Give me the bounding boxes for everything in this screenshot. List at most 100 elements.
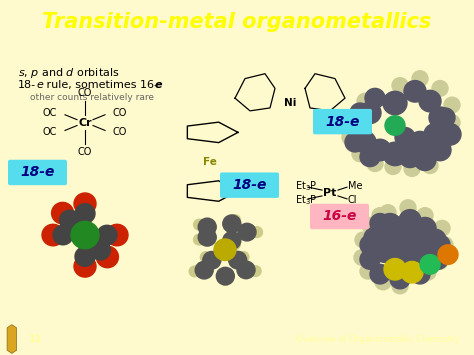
Circle shape <box>354 250 370 265</box>
Circle shape <box>429 139 451 161</box>
Circle shape <box>364 227 386 249</box>
Text: CO: CO <box>113 108 127 118</box>
Circle shape <box>360 263 376 279</box>
Circle shape <box>434 220 450 236</box>
Circle shape <box>404 251 426 272</box>
Circle shape <box>354 131 376 153</box>
Text: $\mathrm{Et_3P}$: $\mathrm{Et_3P}$ <box>295 179 318 193</box>
Circle shape <box>193 234 205 245</box>
Circle shape <box>365 88 385 108</box>
Text: Transition-metal organometallics: Transition-metal organometallics <box>42 12 432 32</box>
Circle shape <box>385 116 405 135</box>
Circle shape <box>238 223 256 241</box>
Circle shape <box>252 227 263 237</box>
Circle shape <box>412 71 428 86</box>
Circle shape <box>349 117 371 138</box>
Circle shape <box>75 204 95 223</box>
Circle shape <box>420 255 440 274</box>
Circle shape <box>203 251 221 269</box>
Circle shape <box>238 252 249 262</box>
Circle shape <box>438 245 458 264</box>
Circle shape <box>193 219 205 230</box>
Circle shape <box>388 248 412 271</box>
Circle shape <box>195 261 213 279</box>
Circle shape <box>424 229 446 251</box>
Circle shape <box>229 215 240 225</box>
Circle shape <box>439 124 461 145</box>
Circle shape <box>250 266 261 277</box>
Circle shape <box>407 263 423 279</box>
Circle shape <box>444 97 460 113</box>
Text: Cr: Cr <box>78 118 92 127</box>
Circle shape <box>435 108 455 127</box>
Text: Pt: Pt <box>323 188 337 198</box>
Circle shape <box>97 225 117 245</box>
Circle shape <box>223 215 241 233</box>
Circle shape <box>384 258 406 280</box>
Circle shape <box>370 264 390 284</box>
Circle shape <box>198 218 216 236</box>
Circle shape <box>392 278 408 294</box>
FancyBboxPatch shape <box>313 109 372 134</box>
Text: 11: 11 <box>28 334 42 344</box>
Circle shape <box>392 78 408 93</box>
Circle shape <box>370 214 390 233</box>
Circle shape <box>201 252 211 262</box>
FancyBboxPatch shape <box>220 173 279 198</box>
Circle shape <box>417 208 433 223</box>
Circle shape <box>399 146 421 168</box>
Circle shape <box>390 269 410 289</box>
Circle shape <box>60 210 80 230</box>
Circle shape <box>399 209 421 231</box>
Circle shape <box>414 218 436 239</box>
Circle shape <box>367 156 383 171</box>
Circle shape <box>362 218 378 233</box>
Circle shape <box>96 246 118 268</box>
Circle shape <box>419 90 441 112</box>
Circle shape <box>360 147 380 166</box>
Circle shape <box>198 229 216 246</box>
Circle shape <box>52 202 73 224</box>
Circle shape <box>42 224 64 246</box>
Circle shape <box>404 161 420 176</box>
Circle shape <box>414 149 436 170</box>
Circle shape <box>420 264 436 280</box>
Circle shape <box>409 131 431 153</box>
Circle shape <box>437 237 453 253</box>
Text: e: e <box>155 80 163 89</box>
Polygon shape <box>7 324 17 354</box>
Circle shape <box>385 159 401 174</box>
Circle shape <box>380 205 396 220</box>
Text: other counts relatively rare: other counts relatively rare <box>30 93 154 102</box>
Circle shape <box>428 250 448 269</box>
Circle shape <box>400 223 420 243</box>
Circle shape <box>237 261 255 279</box>
FancyBboxPatch shape <box>8 160 67 185</box>
Circle shape <box>422 144 438 160</box>
Text: Me: Me <box>348 181 363 191</box>
Circle shape <box>429 107 451 129</box>
Circle shape <box>342 130 358 145</box>
Circle shape <box>395 127 415 147</box>
Circle shape <box>374 241 396 262</box>
Circle shape <box>228 251 246 269</box>
Text: CO: CO <box>113 127 127 137</box>
Text: OC: OC <box>43 108 57 118</box>
Text: OC: OC <box>43 127 57 137</box>
Circle shape <box>409 234 431 256</box>
Circle shape <box>360 250 380 269</box>
Text: Ni: Ni <box>284 98 296 108</box>
Circle shape <box>401 261 423 283</box>
Circle shape <box>424 124 446 145</box>
Circle shape <box>430 235 450 255</box>
Circle shape <box>220 275 231 285</box>
Circle shape <box>214 239 236 261</box>
Text: $\mathrm{Et_3P}$: $\mathrm{Et_3P}$ <box>295 193 318 207</box>
Circle shape <box>359 102 381 124</box>
Circle shape <box>342 110 358 126</box>
Circle shape <box>106 224 128 246</box>
Circle shape <box>444 115 460 130</box>
Text: Cl: Cl <box>348 195 357 205</box>
Circle shape <box>350 103 370 122</box>
Text: CO: CO <box>78 147 92 157</box>
